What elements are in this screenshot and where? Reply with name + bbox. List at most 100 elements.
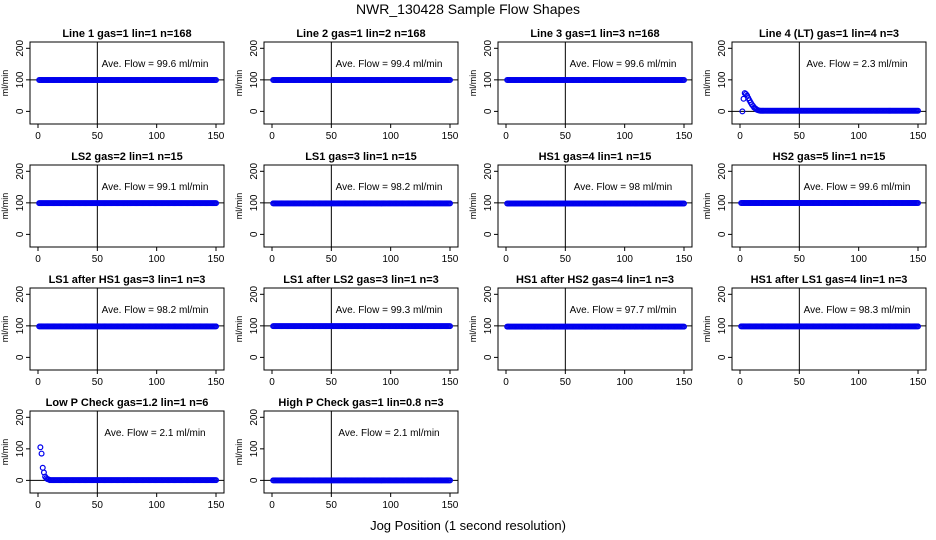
y-tick-label: 200 (15, 286, 26, 303)
x-tick-label: 150 (208, 377, 225, 388)
figure-title: NWR_130428 Sample Flow Shapes (355, 1, 581, 17)
y-tick-label: 0 (15, 231, 26, 237)
y-tick-label: 200 (15, 409, 26, 426)
x-tick-label: 150 (676, 377, 693, 388)
plot-frame (263, 410, 459, 494)
data-point (37, 444, 44, 451)
y-tick-label: 100 (15, 71, 26, 88)
x-tick-label: 100 (850, 254, 867, 265)
data-point (680, 323, 687, 330)
y-tick-label: 0 (15, 477, 26, 483)
x-tick-label: 0 (269, 377, 275, 388)
y-tick-label: 100 (15, 317, 26, 334)
y-axis-label: ml/min (468, 193, 478, 220)
x-tick-label: 0 (35, 131, 41, 142)
y-tick-label: 100 (249, 194, 260, 211)
x-tick-label: 0 (503, 254, 509, 265)
y-tick-label: 0 (483, 354, 494, 360)
y-tick-label: 0 (717, 354, 728, 360)
plot-frame (497, 41, 693, 125)
x-tick-label: 0 (737, 254, 743, 265)
x-tick-label: 50 (560, 254, 572, 265)
x-tick-label: 0 (35, 254, 41, 265)
y-tick-label: 200 (15, 40, 26, 57)
y-tick-label: 200 (249, 409, 260, 426)
panel-title: LS1 after HS1 gas=3 lin=1 n=3 (49, 274, 206, 286)
y-tick-label: 0 (249, 108, 260, 114)
panel-title: LS1 after LS2 gas=3 lin=1 n=3 (283, 274, 439, 286)
data-point (213, 76, 220, 83)
y-tick-label: 100 (483, 71, 494, 88)
x-tick-label: 50 (326, 500, 338, 511)
plot-frame (29, 164, 225, 248)
y-tick-label: 100 (249, 440, 260, 457)
panel-title: HS1 after HS2 gas=4 lin=1 n=3 (516, 274, 674, 286)
data-point (39, 464, 46, 471)
y-tick-label: 0 (717, 108, 728, 114)
data-point (914, 107, 921, 114)
y-tick-label: 200 (717, 40, 728, 57)
y-tick-label: 100 (249, 71, 260, 88)
y-axis-label: ml/min (468, 316, 478, 343)
y-tick-label: 100 (249, 317, 260, 334)
y-axis-label: ml/min (0, 316, 10, 343)
average-flow-annotation: Ave. Flow = 98.2 ml/min (336, 182, 443, 193)
x-tick-label: 100 (382, 500, 399, 511)
data-point (739, 108, 746, 115)
plot-frame (29, 287, 225, 371)
x-tick-label: 100 (616, 377, 633, 388)
y-axis-label: ml/min (0, 439, 10, 466)
average-flow-annotation: Ave. Flow = 2.1 ml/min (338, 428, 439, 439)
average-flow-annotation: Ave. Flow = 98.3 ml/min (804, 305, 911, 316)
x-tick-label: 0 (503, 131, 509, 142)
data-point (447, 477, 454, 484)
average-flow-annotation: Ave. Flow = 99.4 ml/min (336, 59, 443, 70)
panel-title: HS1 gas=4 lin=1 n=15 (539, 151, 652, 163)
y-tick-label: 200 (249, 163, 260, 180)
x-tick-label: 150 (442, 254, 459, 265)
plot-frame (29, 41, 225, 125)
plot-frame (497, 164, 693, 248)
data-point (447, 323, 454, 330)
y-tick-label: 0 (249, 477, 260, 483)
y-tick-label: 200 (249, 286, 260, 303)
y-axis-label: ml/min (702, 70, 712, 97)
x-tick-label: 0 (35, 377, 41, 388)
y-tick-label: 200 (717, 163, 728, 180)
y-tick-label: 0 (15, 354, 26, 360)
x-tick-label: 50 (794, 377, 806, 388)
x-tick-label: 0 (737, 131, 743, 142)
y-axis-label: ml/min (0, 193, 10, 220)
x-tick-label: 100 (148, 131, 165, 142)
x-tick-label: 50 (560, 131, 572, 142)
x-tick-label: 100 (616, 254, 633, 265)
x-tick-label: 50 (92, 254, 104, 265)
y-tick-label: 200 (249, 40, 260, 57)
average-flow-annotation: Ave. Flow = 98 ml/min (574, 182, 672, 193)
x-tick-label: 150 (676, 254, 693, 265)
x-tick-label: 150 (910, 131, 927, 142)
x-tick-label: 50 (794, 254, 806, 265)
panel-title: Line 4 (LT) gas=1 lin=4 n=3 (759, 28, 899, 40)
data-point (680, 200, 687, 207)
y-tick-label: 0 (15, 108, 26, 114)
y-axis-label: ml/min (234, 316, 244, 343)
y-tick-label: 100 (483, 194, 494, 211)
y-axis-label: ml/min (702, 316, 712, 343)
data-point (213, 477, 220, 484)
x-tick-label: 50 (326, 254, 338, 265)
y-axis-label: ml/min (234, 193, 244, 220)
x-tick-label: 100 (850, 377, 867, 388)
figure-xlabel: Jog Position (1 second resolution) (370, 518, 566, 533)
x-tick-label: 0 (503, 377, 509, 388)
y-axis-label: ml/min (234, 70, 244, 97)
data-point (914, 199, 921, 206)
y-tick-label: 0 (249, 231, 260, 237)
average-flow-annotation: Ave. Flow = 98.2 ml/min (102, 305, 209, 316)
average-flow-annotation: Ave. Flow = 99.1 ml/min (102, 182, 209, 193)
data-point (680, 76, 687, 83)
average-flow-annotation: Ave. Flow = 97.7 ml/min (570, 305, 677, 316)
average-flow-annotation: Ave. Flow = 2.1 ml/min (104, 428, 205, 439)
y-tick-label: 0 (717, 231, 728, 237)
x-tick-label: 150 (910, 377, 927, 388)
